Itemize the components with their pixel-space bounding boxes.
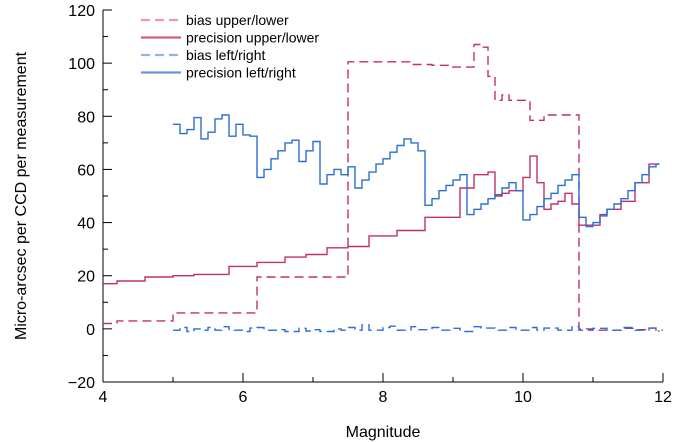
- series-line-1: [103, 155, 660, 285]
- x-tick-label: 10: [514, 389, 532, 406]
- x-tick-label: 12: [654, 389, 672, 406]
- y-tick-label: 20: [77, 269, 95, 286]
- legend-label-1: precision upper/lower: [186, 30, 319, 46]
- legend-label-3: precision left/right: [186, 65, 296, 81]
- legend: bias upper/lower precision upper/lowerbia…: [141, 12, 319, 81]
- series-line-2: [173, 324, 660, 333]
- y-axis-title: Micro-arcsec per CCD per measurement: [13, 51, 30, 340]
- y-tick-label: 0: [86, 322, 95, 339]
- y-tick-label: 80: [77, 109, 95, 126]
- tick-layer: −20 0 20 40 60 80 100 120 4 6 8 10 12: [68, 3, 672, 406]
- legend-label-0: bias upper/lower: [186, 12, 289, 28]
- x-axis-title: Magnitude: [346, 424, 421, 441]
- x-tick-label: 8: [379, 389, 388, 406]
- legend-label-2: bias left/right: [186, 47, 265, 63]
- y-tick-label: 100: [68, 56, 95, 73]
- x-tick-label: 6: [239, 389, 248, 406]
- y-tick-label: −20: [68, 375, 95, 392]
- y-tick-label: 120: [68, 3, 95, 20]
- x-tick-label: 4: [99, 389, 108, 406]
- y-tick-label: 60: [77, 162, 95, 179]
- series-layer: [103, 43, 663, 333]
- series-line-3: [173, 114, 660, 228]
- y-tick-label: 40: [77, 216, 95, 233]
